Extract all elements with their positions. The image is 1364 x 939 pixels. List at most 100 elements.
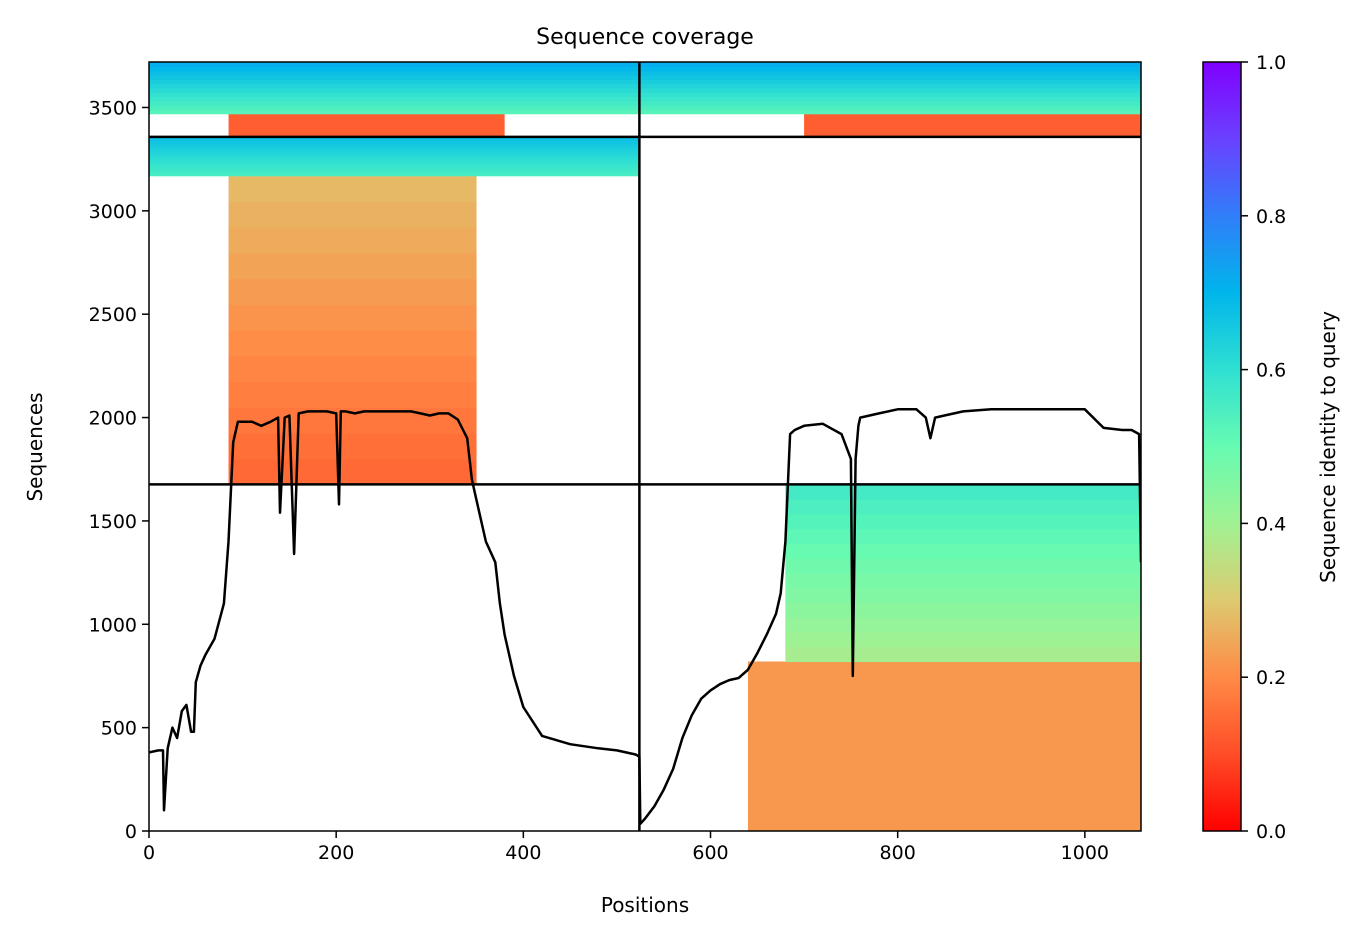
coverage-band: [149, 140, 640, 144]
coverage-band: [639, 74, 1141, 80]
coverage-region-5: [149, 62, 640, 115]
coverage-heatmap: [149, 62, 1141, 831]
coverage-band: [149, 149, 640, 154]
chart-title: Sequence coverage: [536, 25, 754, 50]
coverage-region-1: [785, 484, 1141, 663]
coverage-band: [149, 87, 640, 93]
coverage-band: [149, 96, 640, 102]
y-tick-label: 3500: [89, 97, 137, 119]
coverage-band: [149, 62, 640, 67]
coverage-band: [149, 143, 640, 148]
coverage-band: [149, 136, 640, 141]
x-tick-label: 0: [143, 842, 155, 864]
y-tick-label: 2000: [89, 408, 137, 430]
x-axis-ticks: 0 200 400 600 800 1000: [143, 831, 1109, 864]
coverage-band: [149, 156, 640, 161]
coverage-band: [149, 109, 640, 115]
coverage-line: [149, 408, 1141, 826]
coverage-band: [149, 74, 640, 80]
coverage-band: [149, 146, 640, 151]
coverage-band: [228, 201, 477, 228]
coverage-region-0: [747, 661, 1141, 831]
coverage-band: [785, 646, 1141, 663]
colorbar: [1202, 61, 1242, 832]
coverage-band: [639, 105, 1141, 110]
coverage-band: [149, 169, 640, 174]
coverage-region-6: [804, 113, 1141, 137]
colorbar-tick-label: 0.2: [1256, 667, 1286, 689]
x-tick-label: 400: [505, 842, 541, 864]
coverage-band: [785, 602, 1141, 618]
coverage-band: [228, 252, 477, 280]
coverage-band: [785, 572, 1141, 589]
coverage-region-3: [149, 136, 640, 177]
coverage-band: [228, 227, 477, 254]
y-tick-label: 500: [101, 718, 137, 740]
coverage-region-4: [228, 113, 505, 137]
coverage-band: [149, 100, 640, 106]
y-tick-label: 0: [125, 821, 137, 843]
coverage-band: [639, 87, 1141, 93]
coverage-band: [785, 528, 1141, 544]
coverage-band: [639, 96, 1141, 102]
coverage-band: [149, 172, 640, 177]
coverage-band: [149, 92, 640, 98]
coverage-band: [639, 109, 1141, 115]
plot-frame: [148, 61, 1142, 832]
coverage-region-2: [228, 175, 477, 485]
coverage-line-layer: [149, 408, 1141, 826]
coverage-band: [639, 62, 1141, 67]
colorbar-tick-label: 0.4: [1256, 513, 1286, 535]
x-tick-label: 1000: [1061, 842, 1109, 864]
coverage-band: [639, 83, 1141, 89]
coverage-band: [149, 165, 640, 170]
coverage-band: [149, 70, 640, 76]
coverage-band: [639, 100, 1141, 106]
x-tick-label: 800: [880, 842, 916, 864]
colorbar-tick-label: 0.6: [1256, 360, 1286, 382]
coverage-band: [228, 458, 477, 485]
x-tick-label: 600: [692, 842, 728, 864]
coverage-band: [785, 543, 1141, 559]
y-tick-label: 3000: [89, 201, 137, 223]
coverage-band: [149, 83, 640, 89]
coverage-band: [785, 499, 1141, 515]
colorbar-tick-label: 1.0: [1256, 52, 1286, 74]
colorbar-tick-label: 0.0: [1256, 821, 1286, 843]
coverage-band: [228, 381, 477, 408]
coverage-band: [639, 92, 1141, 98]
coverage-band: [228, 432, 477, 460]
x-axis-label: Positions: [601, 893, 689, 917]
colorbar-ticks: 0.0 0.2 0.4 0.6 0.8 1.0: [1241, 52, 1286, 843]
y-tick-label: 1000: [89, 614, 137, 636]
coverage-band: [228, 330, 477, 357]
y-tick-label: 2500: [89, 304, 137, 326]
coverage-region-7: [639, 62, 1141, 115]
y-axis-ticks: 0 500 1000 1500 2000 2500 3000 3500: [89, 97, 149, 843]
coverage-band: [785, 617, 1141, 633]
coverage-band: [149, 159, 640, 164]
coverage-band: [228, 278, 477, 305]
coverage-band: [149, 79, 640, 85]
coverage-band: [639, 79, 1141, 85]
coverage-band: [785, 484, 1141, 500]
colorbar-tick-label: 0.8: [1256, 206, 1286, 228]
x-tick-label: 200: [318, 842, 354, 864]
y-tick-label: 1500: [89, 511, 137, 533]
coverage-band: [639, 70, 1141, 76]
coverage-band: [228, 304, 477, 331]
chain-boundaries: [149, 62, 1141, 831]
colorbar-label: Sequence identity to query: [1316, 311, 1340, 583]
coverage-band: [785, 631, 1141, 648]
coverage-band: [149, 66, 640, 72]
y-axis-label: Sequences: [23, 392, 47, 501]
coverage-band: [228, 407, 477, 434]
coverage-band: [149, 105, 640, 110]
coverage-band: [228, 175, 477, 203]
coverage-band: [785, 513, 1141, 530]
coverage-band: [785, 558, 1141, 574]
coverage-band: [149, 153, 640, 157]
coverage-band: [228, 355, 477, 383]
coverage-band: [639, 66, 1141, 72]
